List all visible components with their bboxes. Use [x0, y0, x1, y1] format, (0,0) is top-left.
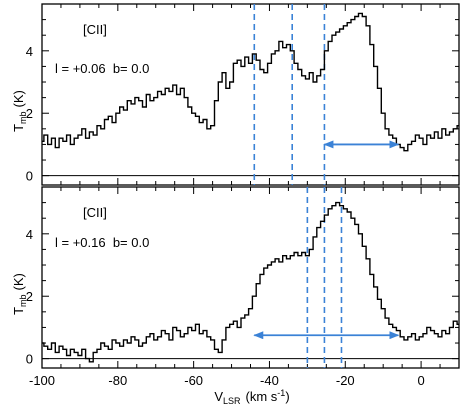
x-tick-label: -80 [108, 373, 127, 388]
top-panel: [CII] l = +0.06 b= 0.0 0 2 4 [26, 3, 460, 186]
bottom-panel-coords: l = +0.16 b= 0.0 [55, 235, 149, 250]
top-y-tick-label: 2 [26, 106, 33, 121]
x-tick-label: -20 [336, 373, 355, 388]
bottom-y-tick-label: 0 [26, 352, 33, 367]
bottom-y-tick-label: 4 [26, 227, 33, 242]
top-y-tick-label: 4 [26, 44, 33, 59]
bottom-y-tick-label: 2 [26, 289, 33, 304]
bottom-panel-line-label: [CII] [83, 205, 107, 220]
top-y-tick-label: 0 [26, 169, 33, 184]
x-tick-label: -60 [184, 373, 203, 388]
x-tick-label: -100 [29, 373, 55, 388]
top-spectrum-line [42, 12, 459, 152]
bottom-panel: [CII] l = +0.16 b= 0.0 0 2 4 -100 -80 -60 -40 -… [26, 186, 460, 388]
bottom-y-axis-title: Tmb(K) [11, 273, 28, 315]
top-y-axis-title: Tmb(K) [11, 90, 28, 132]
x-tick-label: 0 [417, 373, 424, 388]
svg-text:Tmb(K): Tmb(K) [11, 90, 28, 132]
bottom-spectrum-line [42, 201, 459, 363]
svg-text:Tmb(K): Tmb(K) [11, 273, 28, 315]
top-panel-line-label: [CII] [83, 22, 107, 37]
x-tick-label: -40 [260, 373, 279, 388]
x-axis-title: VLSR (km s-1) [214, 388, 289, 406]
top-panel-coords: l = +0.06 b= 0.0 [55, 61, 149, 76]
